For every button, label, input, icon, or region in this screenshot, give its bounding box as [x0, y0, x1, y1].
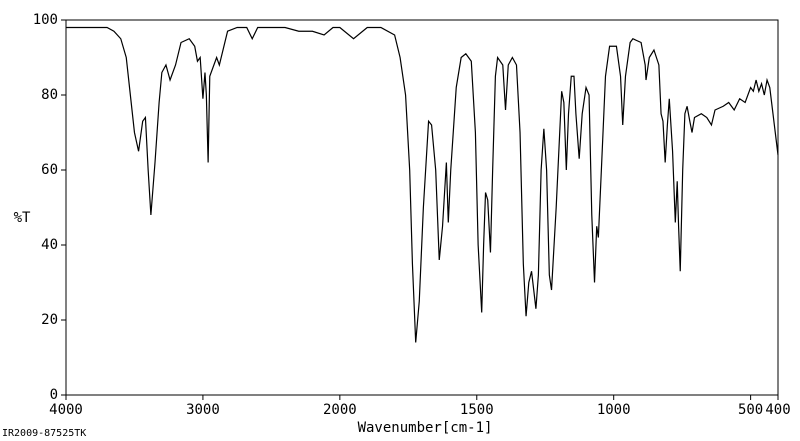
y-axis-label: %T	[14, 210, 31, 226]
x-tick-label: 3000	[186, 402, 220, 418]
x-tick-label: 400	[765, 402, 790, 418]
x-axis-label: Wavenumber[cm-1]	[358, 420, 493, 436]
x-tick-label: 4000	[49, 402, 83, 418]
x-tick-label: 500	[738, 402, 763, 418]
footnote: IR2009-87525TK	[2, 428, 86, 439]
x-tick-label: 1500	[460, 402, 494, 418]
y-tick-label: 40	[41, 237, 58, 253]
y-tick-label: 80	[41, 87, 58, 103]
plot-frame	[65, 19, 779, 396]
x-tick-label: 2000	[323, 402, 357, 418]
x-tick-label: 1000	[597, 402, 631, 418]
y-tick-label: 100	[33, 12, 58, 28]
y-tick-label: 60	[41, 162, 58, 178]
y-tick-label: 0	[50, 387, 58, 403]
y-tick-label: 20	[41, 312, 58, 328]
spectrum-line	[66, 26, 779, 343]
